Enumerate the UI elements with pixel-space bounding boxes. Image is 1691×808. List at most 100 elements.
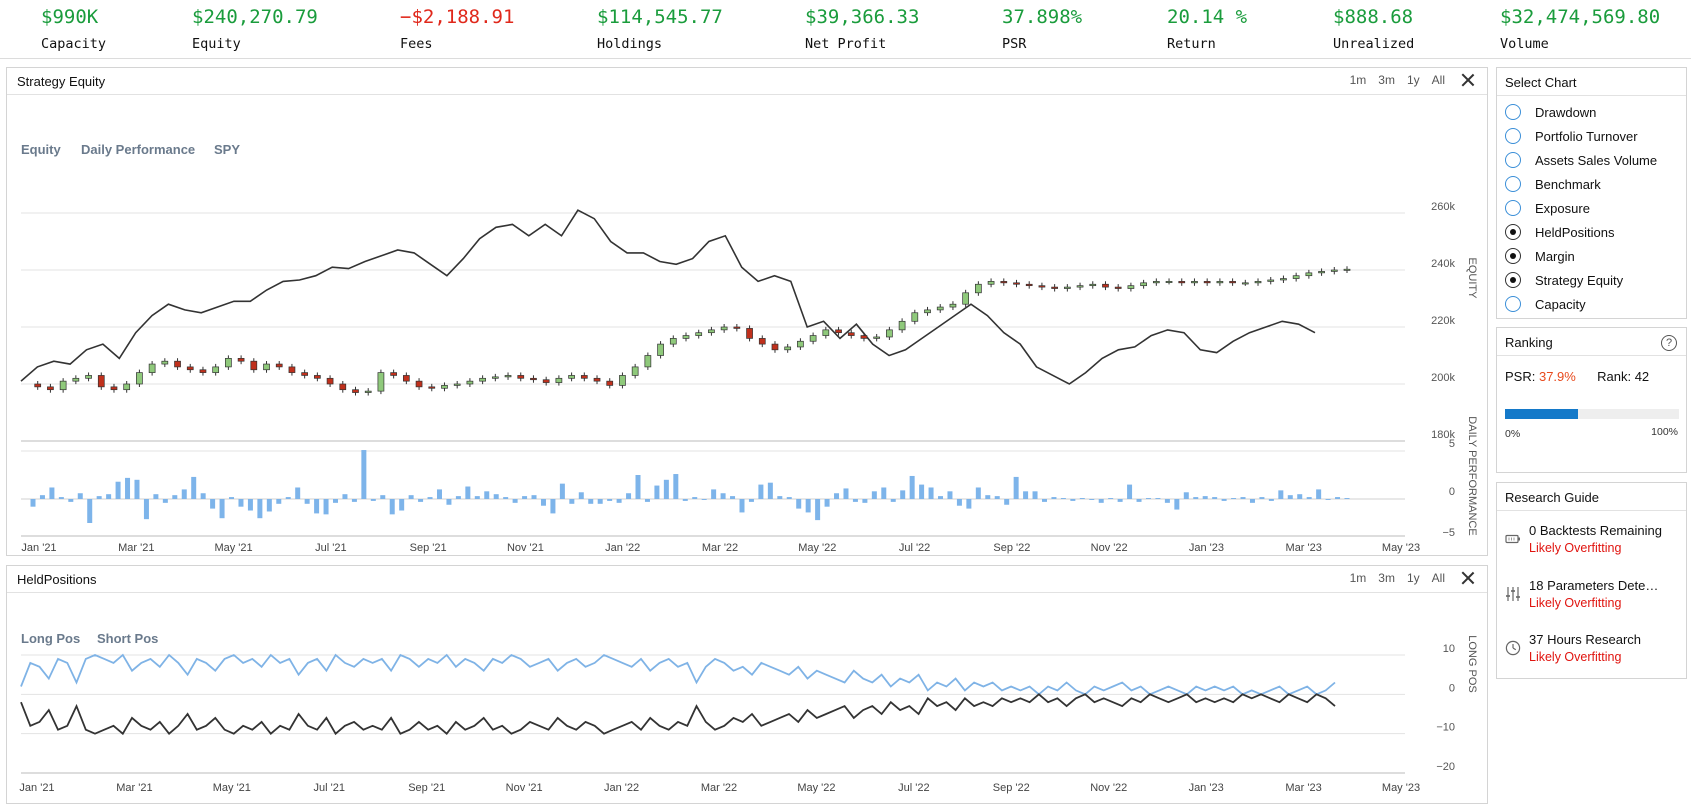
daily-performance-bar xyxy=(711,489,717,499)
long-pos-axis-label: LONG POS xyxy=(1466,635,1478,692)
guide-item-parameters[interactable]: 18 Parameters Detected Likely Overfittin… xyxy=(1497,578,1687,618)
equity-candle xyxy=(962,289,970,308)
equity-candle xyxy=(606,378,614,389)
x-tick-label: Mar '22 xyxy=(702,542,738,554)
chart-option-capacity[interactable]: Capacity xyxy=(1505,294,1586,314)
stat-label: Return xyxy=(1167,36,1216,52)
y-tick-label: 10 xyxy=(1443,643,1455,655)
guide-item-backtests[interactable]: 0 Backtests Remaining Likely Overfitting xyxy=(1497,523,1687,563)
legend-short-pos[interactable]: Short Pos xyxy=(97,631,158,646)
range-all-button[interactable]: All xyxy=(1431,73,1445,87)
legend-spy[interactable]: SPY xyxy=(214,142,240,157)
equity-candle xyxy=(530,375,537,383)
daily-performance-bar xyxy=(200,493,206,499)
legend-daily-performance[interactable]: Daily Performance xyxy=(81,142,195,157)
legend-equity[interactable]: Equity xyxy=(21,142,61,157)
daily-performance-bar xyxy=(1231,498,1237,499)
stat-value: $240,270.79 xyxy=(192,6,318,28)
chart-option-margin[interactable]: Margin xyxy=(1505,246,1575,266)
range-1m-button[interactable]: 1m xyxy=(1349,73,1367,87)
equity-candle xyxy=(873,333,881,342)
clock-icon xyxy=(1505,640,1521,656)
equity-candle xyxy=(85,372,92,382)
chart-option-label: Drawdown xyxy=(1535,104,1597,120)
daily-performance-bar xyxy=(805,499,811,513)
equity-candle xyxy=(1330,267,1338,275)
equity-candle xyxy=(504,372,512,380)
guide-item-text: 37 Hours Research xyxy=(1529,632,1641,647)
y-tick-label: −5 xyxy=(1442,527,1455,539)
daily-performance-bar xyxy=(739,499,745,513)
daily-performance-bar xyxy=(276,499,282,504)
daily-performance-bar xyxy=(815,499,821,521)
daily-performance-bar xyxy=(928,487,934,499)
radio-checked-icon[interactable] xyxy=(1505,224,1521,240)
guide-item-text: 0 Backtests Remaining xyxy=(1529,523,1662,538)
range-1y-button[interactable]: 1y xyxy=(1406,73,1420,87)
radio-unchecked-icon[interactable] xyxy=(1505,200,1521,216)
range-1m-button[interactable]: 1m xyxy=(1349,571,1367,585)
daily-performance-bar xyxy=(1325,499,1331,500)
daily-performance-bar xyxy=(644,499,650,502)
equity-candle xyxy=(1025,281,1033,289)
equity-chart: Equity Daily Performance SPY 260k 240k 220… xyxy=(20,142,1478,554)
guide-item-research-hours[interactable]: 37 Hours Research Likely Overfitting xyxy=(1497,632,1687,672)
daily-performance-bar xyxy=(909,475,915,499)
equity-candle xyxy=(1140,279,1147,289)
daily-performance-bar xyxy=(881,487,887,499)
daily-performance-bar xyxy=(1032,491,1038,499)
equity-candle xyxy=(886,326,893,340)
equity-candle xyxy=(1089,281,1097,289)
help-icon[interactable]: ? xyxy=(1661,335,1677,351)
stat-capacity: $990K Capacity xyxy=(41,6,106,52)
research-guide-panel: Research Guide 0 Backtests Remaining Lik… xyxy=(1496,482,1687,679)
chart-option-assets-sales-volume[interactable]: Assets Sales Volume xyxy=(1505,150,1657,170)
daily-performance-bar xyxy=(956,499,962,506)
radio-checked-icon[interactable] xyxy=(1505,248,1521,264)
equity-candle xyxy=(466,378,474,387)
daily-performance-bar xyxy=(588,499,594,504)
equity-candle xyxy=(835,326,842,336)
equity-candle xyxy=(1305,269,1313,279)
legend-long-pos[interactable]: Long Pos xyxy=(21,631,80,646)
chart-option-benchmark[interactable]: Benchmark xyxy=(1505,174,1601,194)
chart-option-strategy-equity[interactable]: Strategy Equity xyxy=(1505,270,1623,290)
psr-value: 37.9% xyxy=(1538,369,1576,384)
daily-performance-bar xyxy=(333,499,339,503)
range-all-button[interactable]: All xyxy=(1431,571,1445,585)
daily-performance-bar xyxy=(1297,494,1303,499)
equity-candle xyxy=(1038,282,1046,291)
equity-candle xyxy=(936,304,944,313)
chart-option-portfolio-turnover[interactable]: Portfolio Turnover xyxy=(1505,126,1638,146)
daily-performance-bar xyxy=(607,499,613,501)
daily-performance-bar xyxy=(947,491,953,499)
radio-unchecked-icon[interactable] xyxy=(1505,104,1521,120)
chart-option-heldpositions[interactable]: HeldPositions xyxy=(1505,222,1615,242)
range-1y-button[interactable]: 1y xyxy=(1406,571,1420,585)
daily-performance-bar xyxy=(134,479,140,499)
daily-performance-bar xyxy=(767,482,773,499)
chart-option-exposure[interactable]: Exposure xyxy=(1505,198,1590,218)
equity-candle xyxy=(136,369,143,387)
stat-label: Fees xyxy=(400,36,433,52)
close-icon[interactable] xyxy=(1461,73,1475,87)
x-tick-label: Nov '21 xyxy=(506,782,543,794)
radio-unchecked-icon[interactable] xyxy=(1505,152,1521,168)
equity-candle xyxy=(352,386,359,396)
daily-performance-bar xyxy=(1060,498,1066,499)
close-icon[interactable] xyxy=(1461,571,1475,585)
radio-unchecked-icon[interactable] xyxy=(1505,128,1521,144)
radio-unchecked-icon[interactable] xyxy=(1505,296,1521,312)
equity-candle xyxy=(1114,284,1122,292)
equity-candle xyxy=(275,361,283,370)
y-tick-label: 180k xyxy=(1431,429,1455,441)
stat-label: Holdings xyxy=(597,36,663,52)
chart-option-label: Margin xyxy=(1535,248,1575,264)
range-3m-button[interactable]: 3m xyxy=(1378,571,1395,585)
daily-performance-bar xyxy=(351,499,357,502)
x-tick-label: Sep '21 xyxy=(410,542,447,554)
range-3m-button[interactable]: 3m xyxy=(1378,73,1395,87)
radio-checked-icon[interactable] xyxy=(1505,272,1521,288)
radio-unchecked-icon[interactable] xyxy=(1505,176,1521,192)
chart-option-drawdown[interactable]: Drawdown xyxy=(1505,102,1596,122)
